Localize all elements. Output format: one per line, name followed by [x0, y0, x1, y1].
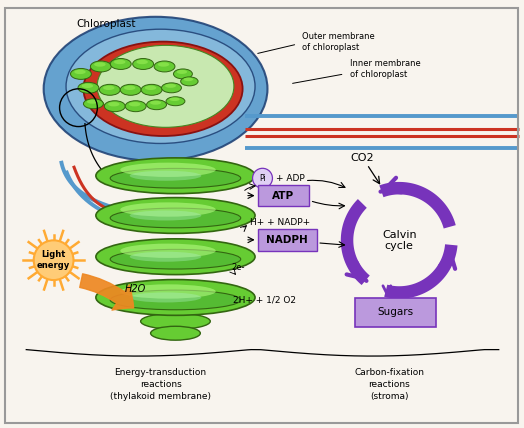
Ellipse shape [94, 62, 106, 67]
Ellipse shape [97, 45, 234, 127]
Ellipse shape [66, 29, 255, 143]
Ellipse shape [120, 163, 216, 177]
Text: NADPH: NADPH [267, 235, 308, 245]
Text: H+ + NADP+: H+ + NADP+ [250, 218, 310, 227]
Ellipse shape [96, 279, 255, 315]
FancyBboxPatch shape [258, 229, 316, 251]
Ellipse shape [120, 284, 216, 299]
Text: H2O: H2O [125, 283, 146, 294]
FancyBboxPatch shape [258, 185, 309, 206]
Text: Light
energy: Light energy [37, 250, 70, 270]
Ellipse shape [125, 101, 146, 112]
Ellipse shape [150, 101, 161, 105]
Ellipse shape [78, 82, 99, 93]
Ellipse shape [150, 326, 200, 340]
Ellipse shape [136, 60, 148, 64]
Ellipse shape [130, 211, 201, 220]
Ellipse shape [91, 61, 111, 72]
Ellipse shape [114, 60, 126, 64]
Ellipse shape [166, 97, 185, 106]
Text: CO2: CO2 [350, 153, 374, 163]
Text: + ADP: + ADP [276, 174, 304, 183]
Ellipse shape [71, 68, 91, 79]
Ellipse shape [110, 168, 241, 188]
Ellipse shape [108, 102, 119, 107]
Text: Outer membrane
of chloroplast: Outer membrane of chloroplast [302, 32, 375, 52]
Ellipse shape [129, 102, 140, 107]
Text: Calvin
cycle: Calvin cycle [382, 229, 417, 251]
Ellipse shape [82, 83, 93, 88]
Ellipse shape [110, 208, 241, 228]
Circle shape [34, 241, 73, 280]
Ellipse shape [181, 77, 198, 86]
Ellipse shape [83, 99, 103, 109]
Ellipse shape [130, 292, 201, 303]
Ellipse shape [183, 77, 193, 81]
Ellipse shape [96, 158, 255, 193]
Ellipse shape [145, 86, 156, 90]
Text: Inner membrane
of chloroplast: Inner membrane of chloroplast [350, 59, 420, 79]
FancyArrowPatch shape [80, 274, 134, 310]
Ellipse shape [158, 62, 169, 67]
Ellipse shape [140, 313, 210, 329]
Ellipse shape [130, 252, 201, 262]
Text: Chloroplast: Chloroplast [76, 19, 136, 29]
Ellipse shape [120, 202, 216, 217]
Ellipse shape [74, 70, 86, 74]
Text: Sugars: Sugars [377, 307, 413, 317]
Ellipse shape [154, 61, 175, 72]
Ellipse shape [111, 59, 131, 69]
Text: ATP: ATP [272, 190, 294, 201]
Text: Carbon-fixation
reactions
(stroma): Carbon-fixation reactions (stroma) [354, 368, 424, 401]
Ellipse shape [133, 59, 154, 69]
Ellipse shape [161, 83, 181, 93]
Ellipse shape [177, 70, 187, 74]
Ellipse shape [147, 100, 167, 110]
Ellipse shape [110, 290, 241, 310]
Ellipse shape [110, 250, 241, 269]
Text: 2H+ + 1/2 O2: 2H+ + 1/2 O2 [233, 295, 296, 304]
Ellipse shape [120, 84, 141, 95]
Ellipse shape [96, 239, 255, 275]
Ellipse shape [96, 198, 255, 233]
Ellipse shape [120, 244, 216, 258]
Ellipse shape [43, 17, 267, 161]
FancyBboxPatch shape [355, 298, 436, 327]
Ellipse shape [173, 69, 192, 79]
Text: Pi: Pi [259, 174, 266, 183]
Ellipse shape [165, 84, 176, 88]
Ellipse shape [124, 86, 135, 90]
Ellipse shape [87, 100, 98, 104]
Ellipse shape [103, 86, 115, 90]
Ellipse shape [130, 171, 201, 181]
Ellipse shape [141, 84, 162, 95]
Circle shape [253, 168, 272, 188]
Ellipse shape [169, 98, 180, 101]
Text: Energy-transduction
reactions
(thylakoid membrane): Energy-transduction reactions (thylakoid… [110, 368, 211, 401]
Text: 2e-: 2e- [231, 263, 245, 272]
Ellipse shape [83, 42, 243, 136]
Ellipse shape [104, 101, 125, 112]
Ellipse shape [100, 84, 120, 95]
